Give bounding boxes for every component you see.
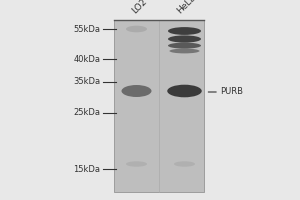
Ellipse shape <box>169 49 200 53</box>
Text: 15kDa: 15kDa <box>74 164 100 173</box>
Text: 35kDa: 35kDa <box>74 77 100 86</box>
Ellipse shape <box>168 27 201 35</box>
Text: HeLa: HeLa <box>175 0 198 15</box>
Text: 55kDa: 55kDa <box>74 24 100 33</box>
Ellipse shape <box>122 85 152 97</box>
Ellipse shape <box>126 161 147 167</box>
Ellipse shape <box>168 43 201 49</box>
Text: 40kDa: 40kDa <box>74 54 100 64</box>
Ellipse shape <box>126 26 147 32</box>
Ellipse shape <box>167 85 202 97</box>
Ellipse shape <box>174 161 195 167</box>
Ellipse shape <box>168 35 201 43</box>
Text: PURB: PURB <box>220 88 244 97</box>
Text: LO2: LO2 <box>130 0 149 15</box>
Text: 25kDa: 25kDa <box>74 108 100 117</box>
Bar <box>114 20 204 192</box>
